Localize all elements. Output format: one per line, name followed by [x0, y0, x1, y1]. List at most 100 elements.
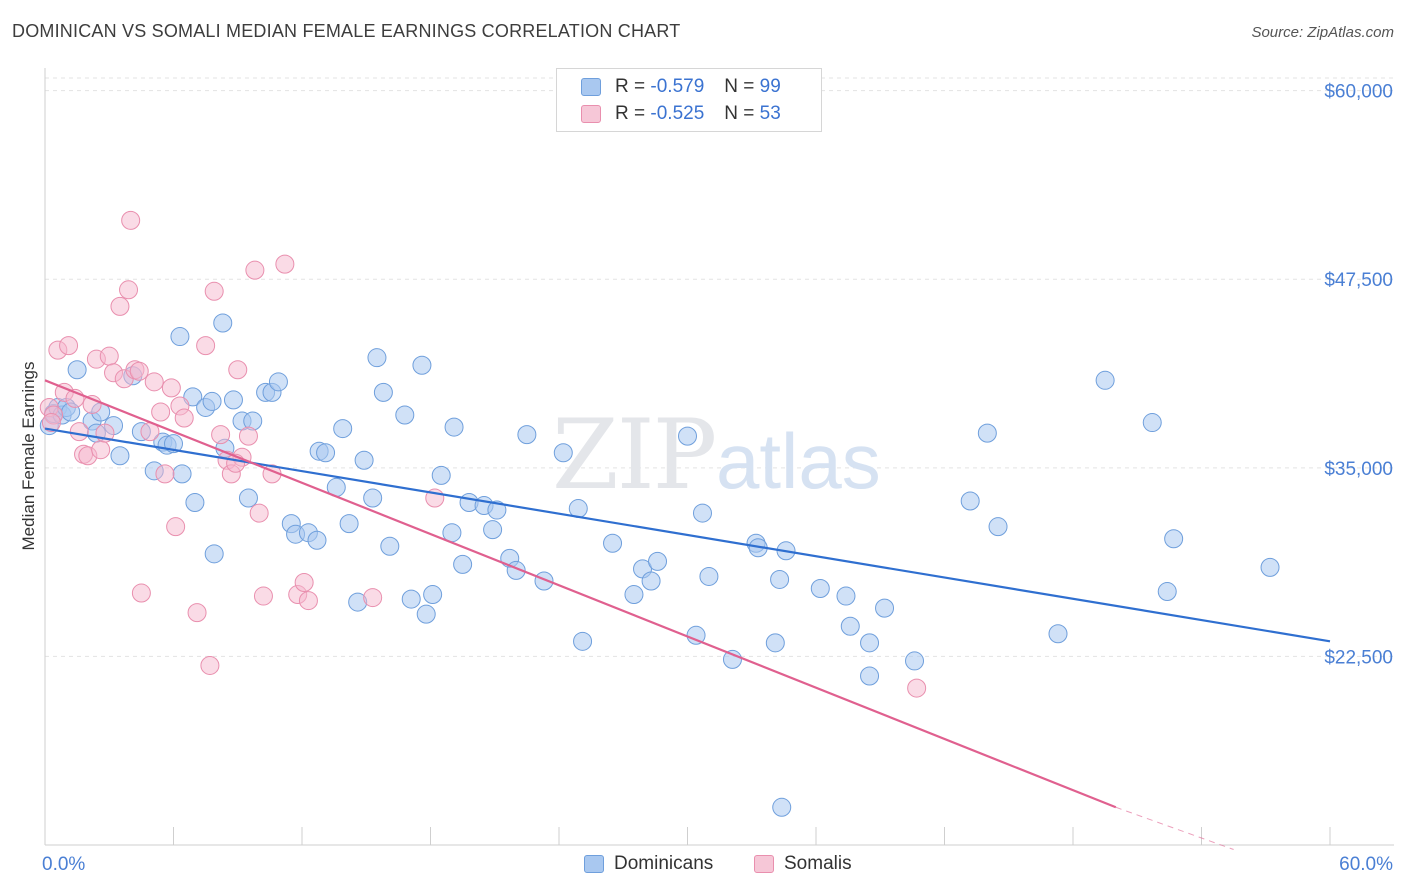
y-tick-label: $47,500 — [1324, 270, 1393, 291]
dominicans-point — [860, 666, 880, 686]
somalis-point — [151, 402, 171, 422]
dominicans-point — [412, 355, 432, 375]
dominicans-point — [268, 372, 288, 392]
somalis-point — [121, 210, 141, 230]
watermark-atlas: atlas — [716, 417, 881, 505]
legend-r-value: -0.579 — [650, 76, 705, 97]
legend-r-label: R = — [615, 103, 646, 124]
somalis-point — [41, 413, 61, 433]
dominicans-point — [1095, 370, 1115, 390]
dominicans-point — [1164, 529, 1184, 549]
somalis-point — [69, 422, 89, 442]
somalis-point — [91, 440, 111, 460]
dominicans-point — [380, 536, 400, 556]
chart-title: DOMINICAN VS SOMALI MEDIAN FEMALE EARNIN… — [12, 21, 681, 41]
dominicans-point — [363, 488, 383, 508]
source-label: Source: ZipAtlas.com — [1251, 24, 1394, 41]
dominicans-point — [110, 446, 130, 466]
dominicans-point — [692, 503, 712, 523]
dominicans-point — [354, 450, 374, 470]
dominicans-point — [1157, 582, 1177, 602]
somalis-point — [144, 372, 164, 392]
dominicans-point — [678, 426, 697, 446]
dominicans-point — [641, 571, 661, 591]
dominicans-point — [204, 544, 224, 564]
dominicans-point — [416, 604, 436, 624]
legend-r-value: -0.525 — [650, 103, 705, 124]
y-tick-label: $22,500 — [1324, 647, 1393, 668]
somalis-point — [119, 280, 139, 300]
somalis-point — [196, 336, 216, 356]
x-tick-labels: 0.0% 60.0% — [42, 854, 1393, 875]
somalis-point — [249, 503, 269, 523]
dominicans-point — [553, 443, 573, 463]
dominicans-swatch — [581, 78, 601, 96]
dominicans-point — [401, 589, 421, 609]
dominicans-point — [517, 425, 537, 445]
dominicans-point — [765, 633, 785, 653]
dominicans-point — [431, 465, 451, 485]
somalis-point — [211, 425, 231, 445]
somalis-point — [131, 583, 151, 603]
dominicans-point — [1260, 557, 1280, 577]
somalis-point — [245, 260, 265, 280]
somalis-point — [155, 464, 175, 484]
somalis-point — [363, 588, 383, 608]
trend-lines — [44, 379, 1331, 850]
dominicans-point — [223, 390, 243, 410]
somalis-point — [275, 254, 295, 274]
watermark-zip: ZIP — [552, 399, 715, 511]
somalis-point — [59, 336, 79, 356]
dominicans-trend-line — [44, 427, 1331, 643]
dominicans-point — [699, 566, 719, 586]
y-axis-label: Median Female Earnings — [19, 362, 38, 551]
dominicans-point — [487, 500, 507, 520]
dominicans-point — [770, 569, 790, 589]
dominicans-point — [988, 517, 1008, 537]
watermark: ZIP atlas — [552, 399, 881, 511]
dominicans-point — [202, 391, 222, 411]
somalis-point — [129, 361, 149, 381]
somalis-point — [161, 378, 181, 398]
dominicans-point — [960, 491, 980, 511]
somalis-swatch — [581, 105, 601, 123]
dominicans-point — [172, 464, 192, 484]
dominicans-point — [772, 797, 792, 817]
dominicans-point — [624, 585, 644, 605]
dominicans-point — [170, 327, 190, 347]
dominicans-point — [860, 633, 880, 653]
somalis-points — [39, 210, 927, 698]
bottom-legend-dominicans: Dominicans — [584, 851, 713, 877]
somalis-point — [253, 586, 273, 606]
y-tick-label: $35,000 — [1324, 459, 1393, 480]
dominicans-point — [373, 382, 393, 402]
dominicans-points — [39, 313, 1280, 817]
legend-r-label: R = — [615, 76, 646, 97]
dominicans-point — [444, 417, 464, 437]
dominicans-point — [875, 598, 895, 618]
legend-n-label: N = — [724, 103, 755, 124]
axes — [44, 68, 1394, 846]
somalis-point — [907, 678, 927, 698]
dominicans-point — [307, 530, 327, 550]
somalis-point — [166, 517, 186, 537]
dominicans-point — [722, 649, 742, 669]
somalis-trend-extension — [1115, 806, 1234, 850]
somalis-point — [99, 346, 119, 366]
legend-row-dominicans: R = -0.579 N = 99 — [581, 75, 781, 99]
bottom-legend-somalis: Somalis — [754, 851, 852, 877]
dominicans-point — [185, 493, 205, 513]
somalis-point — [204, 281, 224, 301]
dominicans-point — [1048, 624, 1068, 644]
dominicans-point — [648, 551, 668, 571]
somalis-point — [238, 426, 258, 446]
dominicans-point — [423, 585, 443, 605]
bottom-legend-label: Somalis — [784, 853, 852, 874]
somalis-point — [200, 655, 220, 675]
somalis-point — [228, 360, 248, 380]
somalis-point — [110, 296, 130, 316]
dominicans-point — [840, 616, 860, 636]
x-tick-label: 60.0% — [1339, 854, 1393, 875]
y-tick-labels: $22,500 $35,000 $47,500 $60,000 — [1324, 82, 1393, 669]
